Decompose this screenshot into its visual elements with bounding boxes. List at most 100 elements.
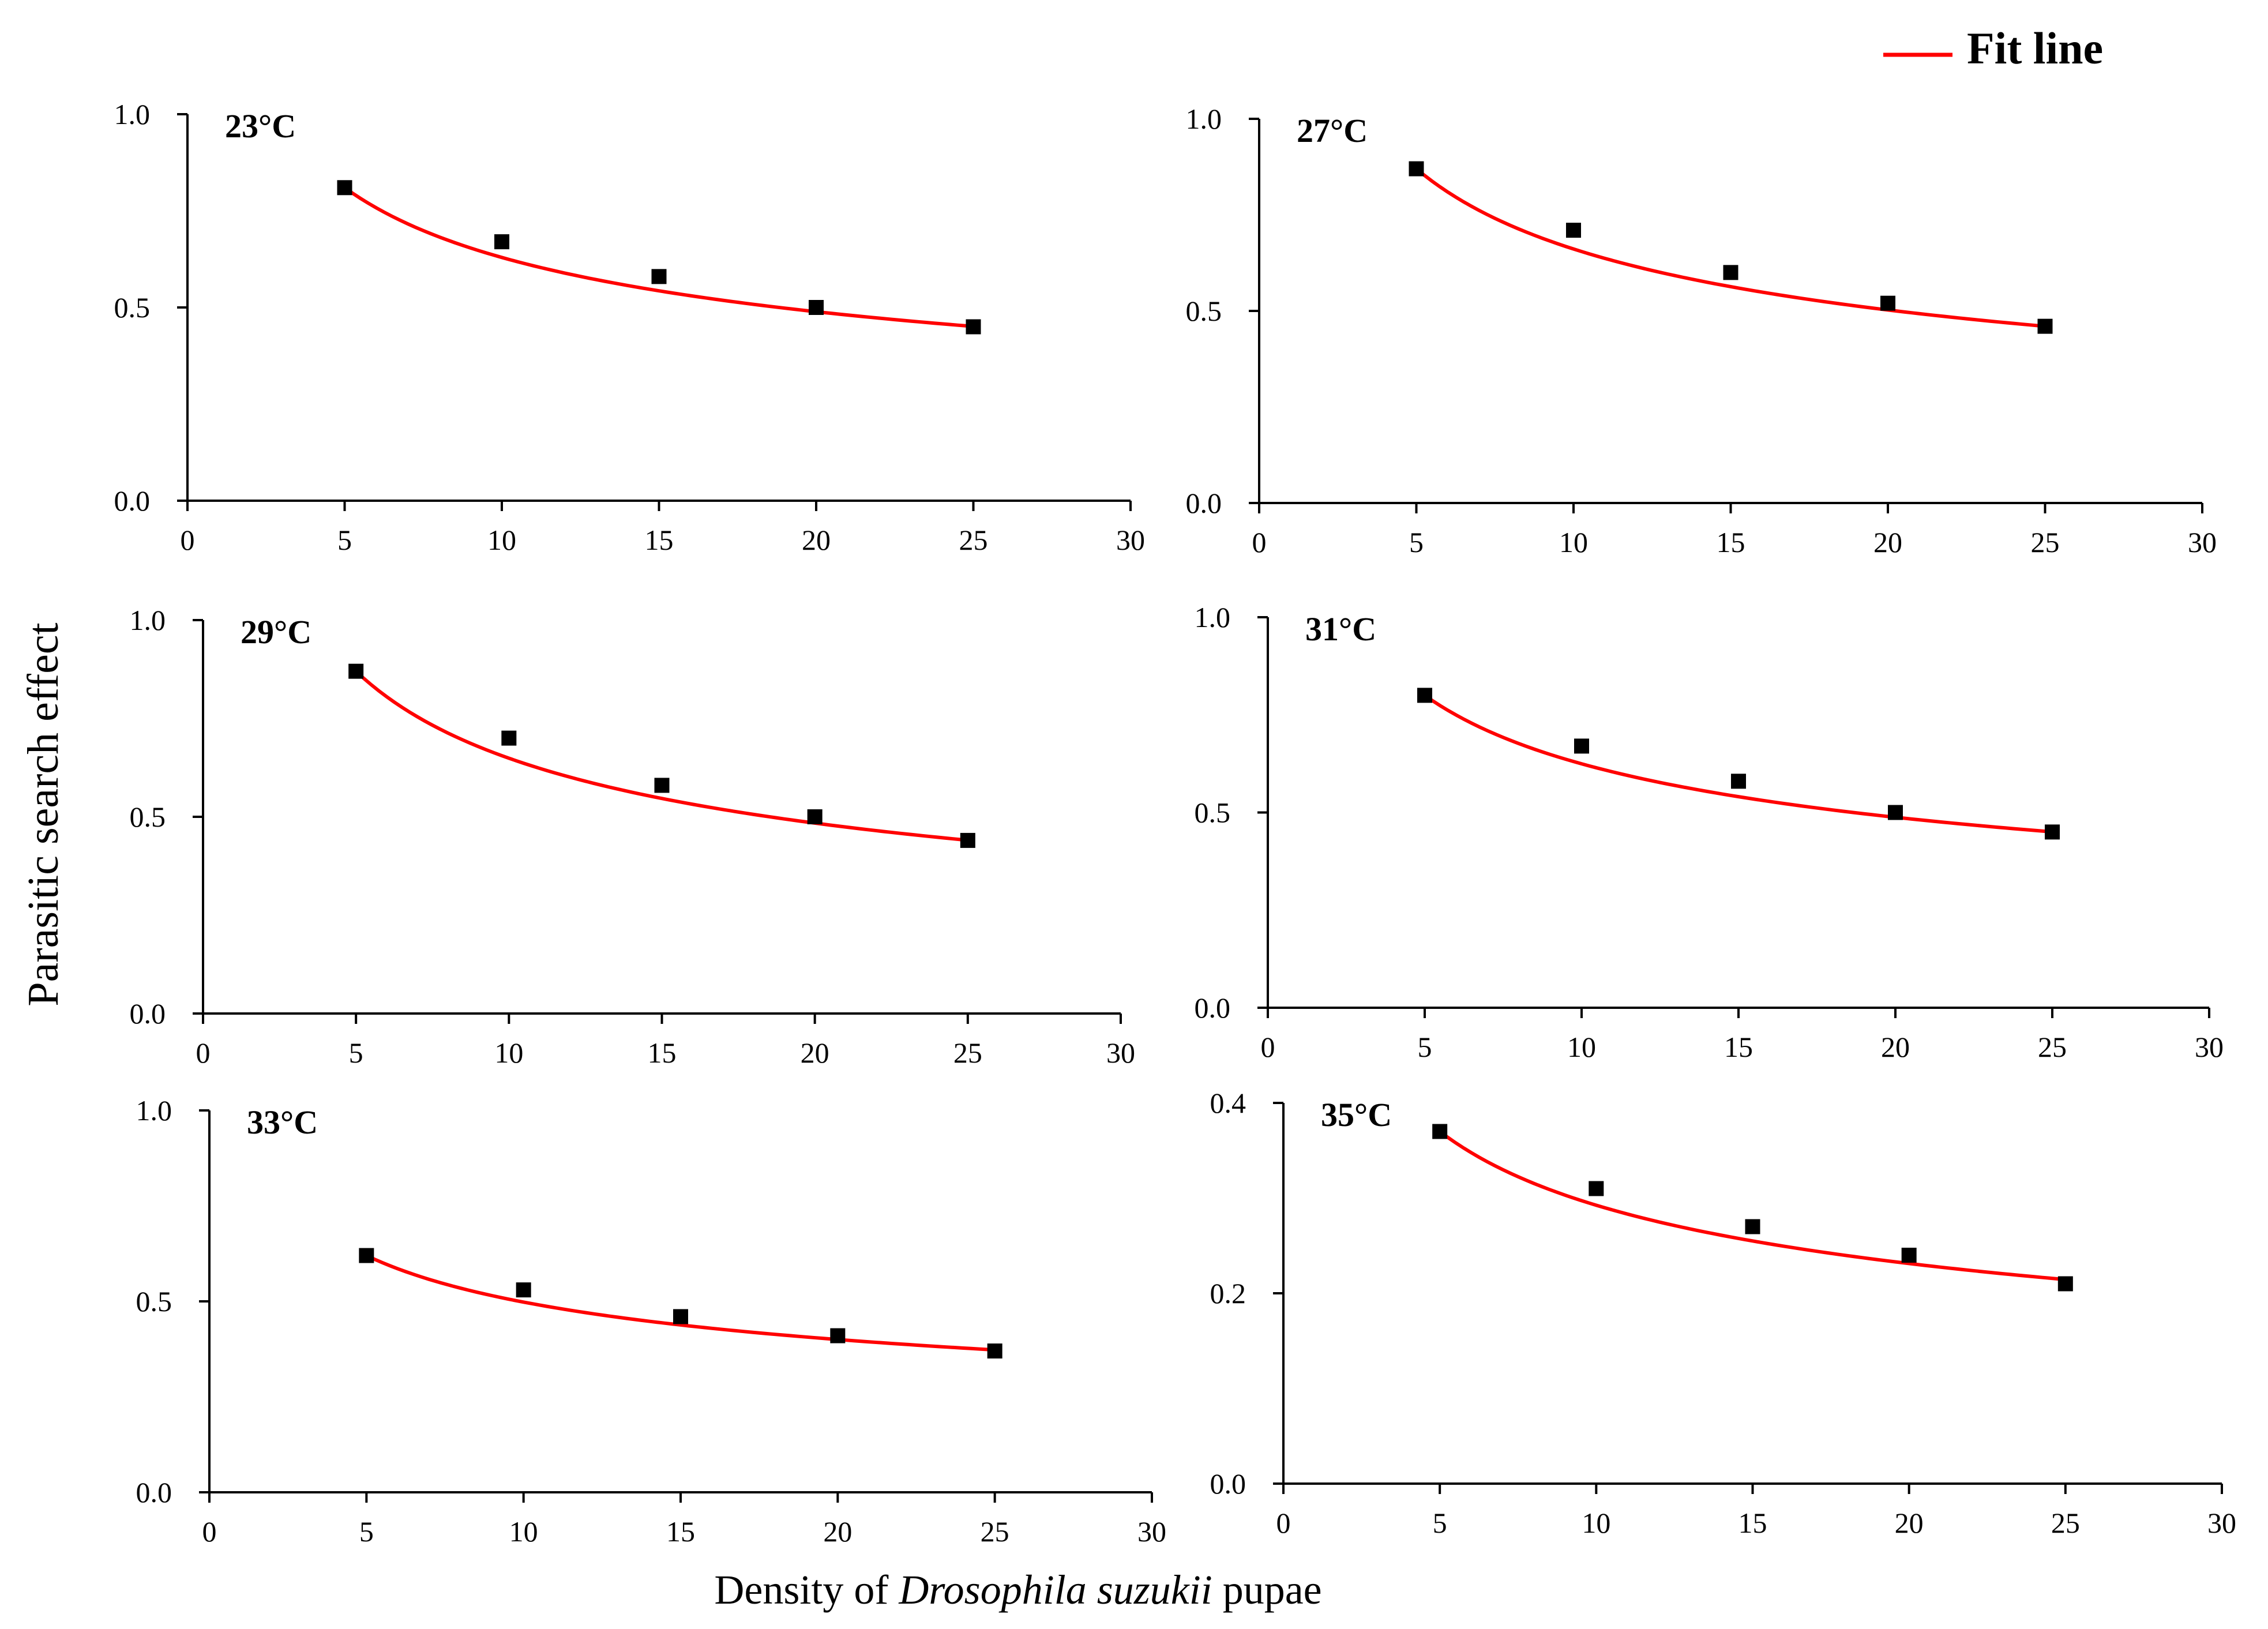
x-tick-label: 0 (196, 1037, 211, 1069)
fit-line (1424, 693, 2053, 834)
x-tick-label: 25 (2038, 1031, 2067, 1063)
x-tick-label: 15 (645, 524, 674, 556)
data-point (1432, 1124, 1448, 1139)
fit-line (1439, 1130, 2066, 1282)
y-tick-label: 0.2 (1210, 1277, 1246, 1309)
data-point (673, 1309, 688, 1324)
y-tick-label: 1.0 (1195, 601, 1231, 633)
y-tick-label: 0.0 (1195, 992, 1231, 1024)
x-axis-label-species: Drosophila suzukii (898, 1567, 1212, 1613)
x-tick-label: 30 (2188, 526, 2217, 558)
y-tick-label: 0.0 (1186, 487, 1222, 519)
y-tick-label: 1.0 (130, 604, 166, 636)
data-point (494, 234, 509, 250)
x-tick-label: 5 (1409, 526, 1424, 558)
fit-line (355, 670, 968, 842)
data-point (337, 180, 352, 196)
y-tick-label: 0.5 (1195, 797, 1231, 829)
x-tick-label: 20 (802, 524, 831, 556)
x-tick-label: 15 (1724, 1031, 1753, 1063)
panel-33c: 0 5 10 15 20 25 30 0.0 0.5 1.0 33°C (136, 1094, 1167, 1548)
y-tick-label: 1.0 (114, 98, 151, 130)
x-tick-label: 25 (953, 1037, 982, 1069)
x-tick-label: 5 (1433, 1507, 1447, 1539)
x-tick-label: 20 (801, 1037, 829, 1069)
y-tick-label: 0.5 (114, 291, 151, 324)
data-point (501, 730, 517, 746)
x-tick-label: 10 (1582, 1507, 1610, 1539)
y-tick-label: 0.5 (136, 1285, 172, 1318)
x-tick-label: 15 (1738, 1507, 1767, 1539)
data-point (1731, 774, 1746, 789)
x-tick-label: 15 (666, 1515, 695, 1548)
x-tick-label: 5 (337, 524, 352, 556)
data-point (809, 300, 824, 315)
data-point (960, 832, 975, 848)
data-point (1745, 1219, 1760, 1234)
data-point (807, 809, 823, 824)
fit-line (366, 1253, 995, 1352)
x-tick-label: 10 (1559, 526, 1588, 558)
y-tick-label: 0.0 (136, 1476, 172, 1508)
data-point (1589, 1181, 1604, 1196)
y-tick-label: 0.0 (1210, 1467, 1246, 1500)
x-tick-label: 30 (1106, 1037, 1135, 1069)
fit-line (1415, 167, 2045, 328)
x-tick-label: 30 (2207, 1507, 2236, 1539)
x-tick-label: 25 (2051, 1507, 2080, 1539)
y-axis-label: Parasitic search effect (19, 622, 67, 1006)
panel-title: 33°C (247, 1103, 318, 1141)
x-tick-label: 20 (1881, 1031, 1910, 1063)
x-tick-label: 5 (359, 1515, 374, 1548)
data-point (651, 269, 667, 284)
x-tick-label: 15 (1717, 526, 1745, 558)
data-point (966, 319, 981, 335)
x-tick-label: 25 (981, 1515, 1009, 1548)
data-point (1901, 1248, 1917, 1263)
panel-23c: 0 5 10 15 20 25 30 0.0 0.5 1.0 23°C (114, 98, 1146, 556)
y-tick-label: 0.0 (130, 997, 166, 1030)
x-tick-label: 30 (1137, 1515, 1166, 1548)
x-tick-label: 25 (2031, 526, 2060, 558)
panel-title: 31°C (1305, 610, 1376, 648)
x-tick-label: 15 (648, 1037, 677, 1069)
x-tick-label: 30 (2195, 1031, 2224, 1063)
y-tick-label: 0.5 (1186, 295, 1222, 327)
x-axis-label-suffix: pupae (1212, 1567, 1322, 1613)
x-tick-label: 0 (1252, 526, 1267, 558)
data-point (1566, 223, 1581, 238)
data-point (348, 663, 364, 679)
data-point (2057, 1276, 2073, 1292)
panel-27c: 0 5 10 15 20 25 30 0.0 0.5 1.0 27°C (1186, 103, 2217, 558)
data-point (1888, 805, 1903, 820)
x-tick-label: 30 (1116, 524, 1145, 556)
data-point (516, 1282, 531, 1298)
x-tick-label: 0 (181, 524, 195, 556)
x-tick-label: 25 (959, 524, 988, 556)
y-tick-label: 1.0 (1186, 103, 1222, 135)
panel-title: 29°C (241, 613, 311, 651)
legend: Fit line (1883, 23, 2103, 73)
y-tick-label: 1.0 (136, 1094, 172, 1127)
data-point (1880, 295, 1895, 311)
y-tick-label: 0.0 (114, 485, 151, 517)
data-point (2045, 824, 2060, 840)
data-point (987, 1343, 1002, 1359)
panel-title: 27°C (1297, 112, 1368, 149)
data-point (1723, 265, 1738, 280)
x-tick-label: 5 (1418, 1031, 1432, 1063)
panel-title: 23°C (225, 107, 296, 145)
x-tick-label: 10 (509, 1515, 538, 1548)
panel-31c: 0 5 10 15 20 25 30 0.0 0.5 1.0 31°C (1195, 601, 2224, 1063)
data-point (2037, 318, 2053, 334)
x-tick-label: 20 (1895, 1507, 1924, 1539)
x-tick-label: 10 (487, 524, 516, 556)
y-tick-label: 0.4 (1210, 1087, 1246, 1119)
data-point (1409, 161, 1424, 177)
data-point (654, 778, 670, 793)
x-tick-label: 10 (1567, 1031, 1596, 1063)
legend-fit-line-label: Fit line (1967, 23, 2103, 73)
x-tick-label: 5 (349, 1037, 363, 1069)
x-tick-label: 0 (1261, 1031, 1275, 1063)
